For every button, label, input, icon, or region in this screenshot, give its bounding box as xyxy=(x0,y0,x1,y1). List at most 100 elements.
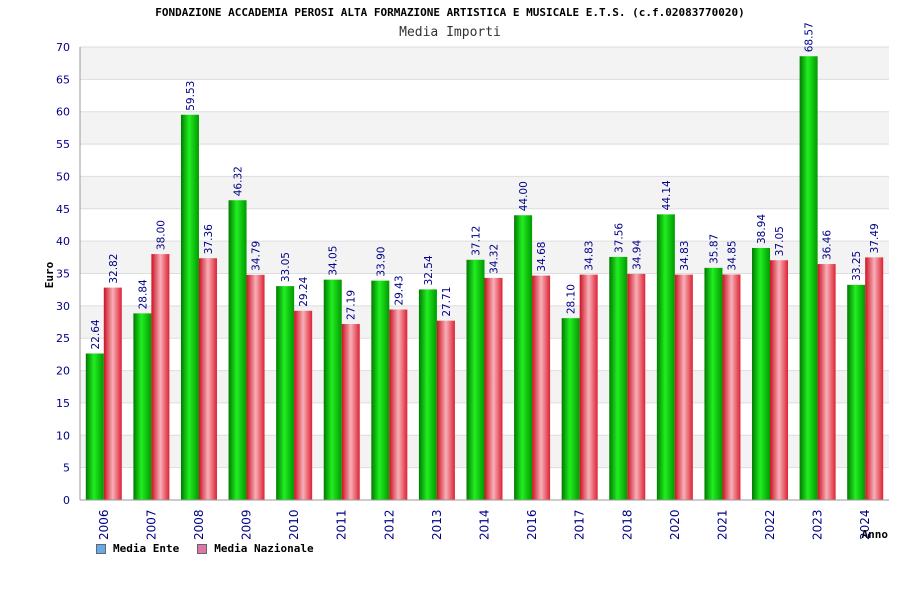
bar-value-label: 37.05 xyxy=(774,226,786,256)
x-axis-label: Anno xyxy=(862,528,889,541)
x-tick-label: 2009 xyxy=(240,509,254,540)
x-axis-ticks: 2006 2007 2008 2009 2010 2011 2012 2013 2014 2016… xyxy=(97,509,872,540)
y-tick-label: 55 xyxy=(56,138,70,151)
bar-media-ente-2024 xyxy=(847,284,866,500)
bar-media-ente-2022 xyxy=(752,248,771,500)
bar-media-ente-2011 xyxy=(323,279,342,500)
bar-value-label: 27.19 xyxy=(346,290,358,320)
bar-media-ente-2013 xyxy=(418,289,437,500)
bar-value-label: 44.14 xyxy=(661,180,673,210)
bar-value-label: 46.32 xyxy=(233,166,245,196)
y-tick-label: 10 xyxy=(56,429,70,442)
bar-value-label: 33.05 xyxy=(280,252,292,282)
bar-media-nazionale-2013 xyxy=(436,320,455,500)
bar-media-ente-2010 xyxy=(276,286,295,500)
legend-swatch-media-nazionale xyxy=(197,543,208,554)
y-tick-label: 60 xyxy=(56,106,70,119)
bar-media-ente-2012 xyxy=(371,280,390,500)
bar-value-label: 28.10 xyxy=(566,284,578,314)
bar-value-label: 35.87 xyxy=(708,234,720,264)
bar-value-label: 27.71 xyxy=(441,287,453,317)
bar-value-label: 37.36 xyxy=(203,224,215,254)
y-tick-label: 0 xyxy=(63,494,70,507)
legend-item-media-ente: Media Ente xyxy=(96,542,179,555)
bar-media-ente-2017 xyxy=(561,318,580,500)
bar-value-label: 34.83 xyxy=(679,241,691,271)
bar-media-nazionale-2020 xyxy=(674,274,693,500)
y-tick-label: 50 xyxy=(56,170,70,183)
bar-value-label: 38.94 xyxy=(756,214,768,244)
bar-media-ente-2006 xyxy=(85,353,104,500)
x-tick-label: 2022 xyxy=(763,509,777,540)
bar-media-nazionale-2024 xyxy=(865,257,884,500)
y-tick-label: 25 xyxy=(56,332,70,345)
bar-value-labels: 22.64 32.82 28.84 38.00 59.53 37.36 46.32 34.79… xyxy=(90,22,881,349)
bar-value-label: 34.68 xyxy=(536,242,548,272)
x-tick-label: 2020 xyxy=(668,509,682,540)
bar-media-nazionale-2023 xyxy=(817,264,836,500)
legend-swatch-media-ente xyxy=(96,543,106,554)
bar-media-ente-2008 xyxy=(180,114,199,500)
legend-label-media-ente: Media Ente xyxy=(113,542,180,555)
y-tick-label: 5 xyxy=(63,462,70,475)
x-tick-label: 2013 xyxy=(430,509,444,540)
x-tick-label: 2017 xyxy=(573,509,587,540)
x-tick-label: 2021 xyxy=(715,509,729,540)
bar-value-label: 38.00 xyxy=(155,220,167,250)
x-tick-label: 2010 xyxy=(287,509,301,540)
bar-media-nazionale-2014 xyxy=(484,277,503,500)
bar-value-label: 34.32 xyxy=(489,244,501,274)
y-tick-label: 45 xyxy=(56,203,70,216)
bar-value-label: 34.79 xyxy=(251,241,263,271)
bar-value-label: 28.84 xyxy=(137,279,149,309)
x-tick-label: 2024 xyxy=(858,509,872,540)
grid-band xyxy=(80,79,889,112)
bar-media-nazionale-2012 xyxy=(389,309,408,500)
y-tick-label: 70 xyxy=(56,41,70,54)
bar-value-label: 33.25 xyxy=(851,251,863,281)
bar-media-nazionale-2022 xyxy=(770,260,789,500)
grid-band xyxy=(80,144,889,177)
bar-media-nazionale-2016 xyxy=(532,275,551,500)
bar-value-label: 29.43 xyxy=(393,275,405,305)
x-tick-label: 2012 xyxy=(382,509,396,540)
bar-value-label: 29.24 xyxy=(298,276,310,306)
x-tick-label: 2007 xyxy=(144,509,158,540)
bar-media-nazionale-2018 xyxy=(627,273,646,500)
legend-label-media-nazionale: Media Nazionale xyxy=(214,542,314,555)
bar-value-label: 34.05 xyxy=(328,246,340,276)
y-tick-label: 20 xyxy=(56,365,70,378)
grid-band xyxy=(80,111,889,145)
bar-media-nazionale-2021 xyxy=(722,274,741,500)
bar-value-label: 34.85 xyxy=(726,240,738,270)
bar-media-ente-2016 xyxy=(514,215,533,500)
x-tick-label: 2023 xyxy=(811,509,825,540)
bar-media-ente-2023 xyxy=(799,56,818,500)
bar-value-label: 37.12 xyxy=(471,226,483,256)
bar-media-ente-2007 xyxy=(133,313,152,500)
x-tick-label: 2014 xyxy=(478,509,492,540)
y-tick-label: 40 xyxy=(56,235,70,248)
legend: Media Ente Media Nazionale xyxy=(96,542,332,555)
bar-media-nazionale-2009 xyxy=(246,274,265,500)
bar-media-ente-2020 xyxy=(656,214,675,500)
bar-media-nazionale-2006 xyxy=(103,287,122,500)
bar-media-nazionale-2017 xyxy=(579,274,598,500)
grid-band xyxy=(80,208,889,242)
bar-value-label: 34.94 xyxy=(631,240,643,270)
y-tick-label: 65 xyxy=(56,73,70,86)
x-tick-label: 2016 xyxy=(525,509,539,540)
bar-value-label: 32.54 xyxy=(423,255,435,285)
bar-value-label: 37.49 xyxy=(869,223,881,253)
chart-subtitle: Media Importi xyxy=(399,25,501,40)
grid-band xyxy=(80,176,889,209)
x-tick-label: 2006 xyxy=(97,509,111,540)
chart-title: FONDAZIONE ACCADEMIA PEROSI ALTA FORMAZI… xyxy=(155,6,745,19)
bar-value-label: 37.56 xyxy=(613,223,625,253)
y-axis-label: Euro xyxy=(43,261,56,288)
x-tick-label: 2011 xyxy=(335,509,349,540)
bar-media-nazionale-2011 xyxy=(341,324,360,500)
y-tick-label: 35 xyxy=(56,268,70,281)
bar-media-ente-2021 xyxy=(704,267,723,500)
